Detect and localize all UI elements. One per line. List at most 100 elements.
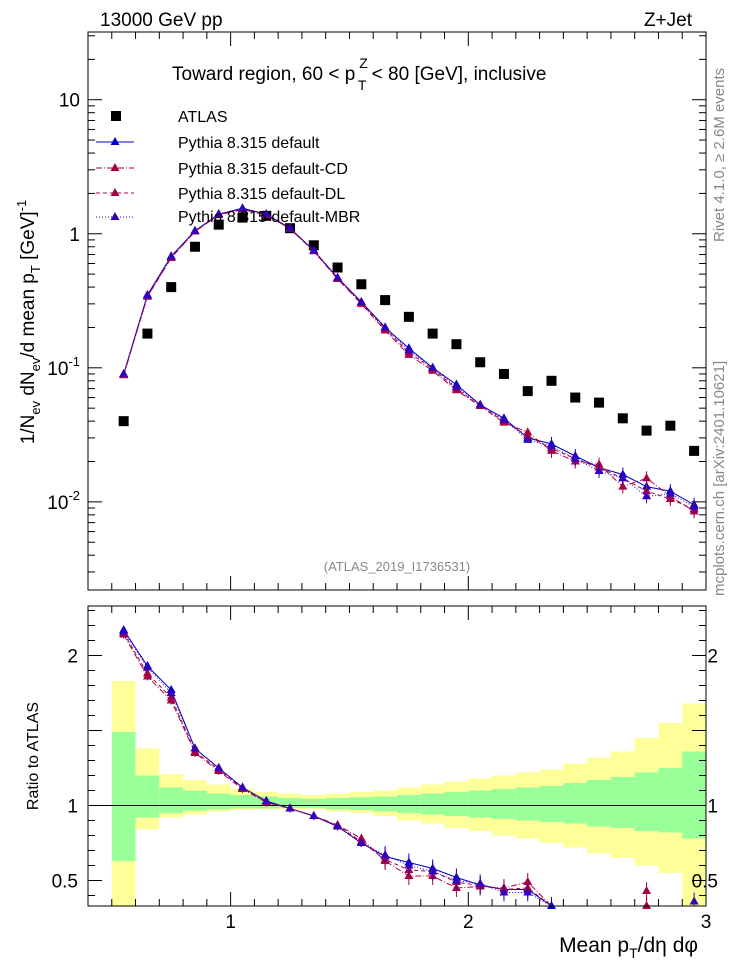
plot-title: Toward region, 60 < pZ T < 80 [GeV], incl… [172, 55, 546, 93]
data-point-mc [356, 296, 366, 305]
y-label-part-c: /d mean p [18, 273, 39, 358]
uncertainty-band-stat [278, 798, 302, 808]
data-point-atlas [380, 295, 391, 306]
ratio-point [547, 901, 556, 909]
x-label-rest: /dη dφ [638, 934, 698, 957]
data-point-atlas [498, 368, 509, 379]
data-point-mc [333, 272, 343, 281]
legend-marker-mbr [110, 212, 120, 220]
uncertainty-band-stat [325, 798, 350, 810]
data-point-mc [618, 481, 628, 490]
data-point-atlas [546, 375, 557, 386]
x-tick-label: 1 [225, 912, 236, 933]
ratio-x-ticks: 1 2 3 [87, 606, 711, 933]
process-label: Z+Jet [644, 10, 693, 31]
data-point-atlas [237, 212, 248, 223]
data-point-mc [642, 491, 652, 500]
data-point-mc [523, 434, 533, 443]
y-label-part-b: dN [18, 371, 39, 401]
data-point-mc [570, 453, 580, 462]
ratio-bands [88, 681, 706, 906]
y-tick-base: 10 [47, 493, 68, 514]
y-label-sub-a: ev [28, 400, 43, 414]
legend-entry-cd: Pythia 8.315 default-CD [96, 161, 348, 178]
uncertainty-band-stat [301, 798, 326, 808]
plot-title-rest: < 80 [GeV], inclusive [366, 64, 546, 85]
data-point-mc [190, 225, 200, 234]
y-label-part-d: [GeV] [18, 211, 39, 265]
legend-marker-cd [110, 163, 120, 171]
ratio-point [404, 860, 414, 869]
uncertainty-band-stat [373, 796, 397, 812]
legend-entry-default: Pythia 8.315 default [96, 135, 320, 152]
data-point-atlas [570, 392, 581, 403]
data-point-mc [428, 362, 438, 371]
x-label-sub: T [629, 945, 638, 961]
plot-title-sub: T [358, 77, 367, 93]
uncertainty-band-stat [492, 789, 516, 819]
uncertainty-band-stat [634, 772, 659, 831]
data-point-mc [261, 209, 271, 218]
legend-entry-atlas: ATLAS [111, 109, 228, 126]
data-point-atlas [665, 420, 676, 431]
data-point-mc [689, 501, 699, 510]
energy-label: 13000 GeV pp [100, 10, 223, 31]
y-label-sub-b: ev [28, 357, 43, 371]
ratio-point [475, 878, 485, 887]
data-point-mc [380, 322, 390, 331]
y-tick-base: 10 [47, 359, 68, 380]
ratio-panel: 0.5 0.5 1 1 2 2 1 2 3 Ratio to ATLAS Mean pT/dη… [25, 605, 718, 961]
uncertainty-band-stat [682, 751, 706, 839]
data-point-atlas [641, 425, 652, 436]
data-point-atlas [617, 413, 628, 424]
x-tick-label: 2 [463, 912, 474, 933]
data-point-atlas [332, 262, 343, 273]
series-pythia-8-315-default-mbr [119, 203, 699, 514]
ratio-point [333, 821, 343, 830]
ratio-point [261, 796, 271, 804]
legend-label-dl: Pythia 8.315 default-DL [178, 186, 345, 203]
ratio-y-tick-label-right: 1 [707, 797, 718, 818]
data-point-mc [309, 245, 319, 254]
y-tick-exponent: -2 [68, 488, 80, 503]
ratio-point [119, 626, 129, 635]
y-tick-label: 10 [59, 91, 80, 112]
ratio-y-ticks: 0.5 0.5 1 1 2 2 [52, 610, 718, 896]
data-point-atlas [308, 240, 319, 251]
y-label-sub-c: T [28, 265, 43, 273]
data-point-atlas [356, 279, 367, 290]
ratio-y-tick-label-right: 0.5 [692, 872, 718, 893]
ratio-y-tick-label: 2 [67, 647, 78, 668]
data-point-mc [665, 488, 675, 497]
legend-label-mbr: Pythia 8.315 default-MBR [178, 209, 360, 226]
main-marks [118, 203, 700, 519]
ratio-point [380, 850, 390, 858]
data-point-atlas [118, 416, 129, 427]
ratio-y-tick-label: 0.5 [52, 872, 78, 893]
uncertainty-band-stat [206, 793, 231, 810]
legend-entry-dl: Pythia 8.315 default-DL [96, 186, 345, 203]
x-label-main: Mean p [559, 934, 629, 957]
y-label-sup-d: -1 [14, 200, 29, 212]
data-point-atlas [522, 386, 533, 397]
ratio-point [356, 838, 366, 846]
ratio-point [142, 662, 152, 671]
uncertainty-band-stat [539, 786, 564, 822]
ratio-point [642, 886, 652, 894]
data-point-mc [285, 223, 295, 232]
uncertainty-band-stat [610, 777, 635, 828]
uncertainty-band-stat [444, 792, 469, 816]
uncertainty-band-stat [183, 790, 207, 811]
legend-marker-atlas [111, 111, 121, 121]
y-tick-label: 10-2 [47, 488, 80, 514]
uncertainty-band-stat [397, 795, 421, 813]
data-point-mc [594, 465, 604, 474]
data-point-mc [119, 368, 129, 377]
legend-marker-dl [110, 188, 120, 196]
y-tick-label: 10-1 [47, 354, 80, 380]
y-tick-label: 1 [69, 225, 80, 246]
uncertainty-band-stat [587, 780, 611, 827]
data-point-atlas [403, 311, 414, 322]
